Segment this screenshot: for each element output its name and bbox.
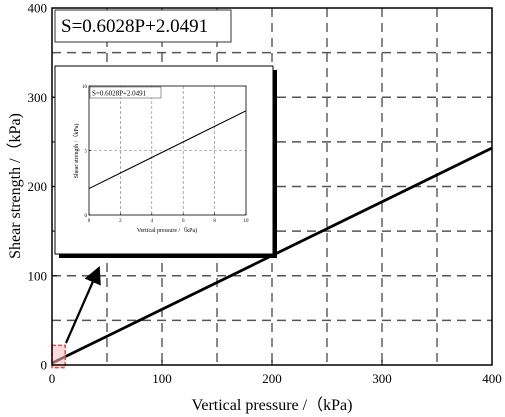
- y-tick-label: 5: [85, 149, 88, 154]
- x-tick-label: 300: [372, 371, 392, 386]
- inset-equation-box: [89, 86, 162, 99]
- zoom-arrow: [64, 265, 101, 344]
- zoom-region-highlight: [51, 344, 66, 369]
- inset-panel: [54, 65, 274, 255]
- y-tick-label: 100: [28, 268, 48, 283]
- inset-grid: [89, 86, 246, 215]
- zoom-highlight-box: [51, 344, 66, 369]
- y-tick-label: 400: [28, 1, 48, 16]
- x-tick-label: 6: [182, 219, 185, 224]
- x-tick-label: 2: [119, 219, 122, 224]
- main-grid: [52, 8, 492, 365]
- x-tick-label: 4: [151, 219, 154, 224]
- y-tick-label: 0: [41, 358, 48, 373]
- series-line: [88, 110, 247, 190]
- x-tick-label: 0: [49, 371, 56, 386]
- y-axis-label: Shear strength /（kPa): [6, 113, 24, 259]
- inset-equation-label: S=0.6028P+2.0491: [92, 90, 147, 98]
- x-tick-label: 10: [244, 219, 250, 224]
- inset-series: [88, 110, 247, 190]
- x-tick-label: 0: [88, 219, 91, 224]
- x-tick-label: 400: [482, 371, 502, 386]
- inset-y-axis-label: Shear strength /（kPa): [73, 124, 80, 179]
- x-tick-label: 8: [213, 219, 216, 224]
- x-axis-label: Vertical pressure /（kPa): [192, 396, 353, 414]
- y-tick-label: 0: [85, 214, 88, 219]
- inset-x-axis-label: Vertical pressure /（kPa): [137, 227, 197, 234]
- y-tick-label: 10: [82, 85, 88, 90]
- x-tick-label: 100: [152, 371, 172, 386]
- inset-ticks: 0 2 4 6 8 10 0 5 10: [82, 85, 249, 224]
- y-tick-label: 200: [28, 179, 48, 194]
- y-tick-label: 300: [28, 90, 48, 105]
- x-tick-label: 200: [262, 371, 282, 386]
- equation-label: S=0.6028P+2.0491: [61, 16, 208, 37]
- equation-box: [54, 9, 232, 43]
